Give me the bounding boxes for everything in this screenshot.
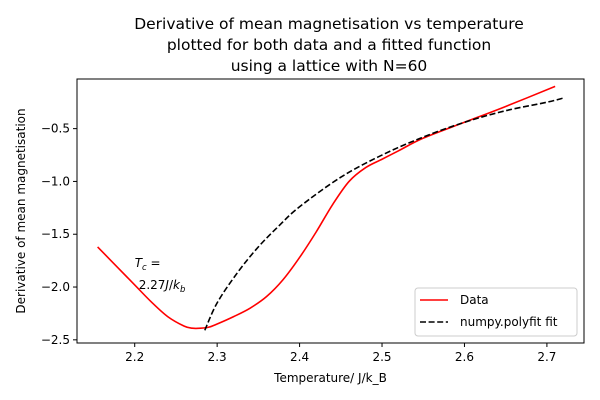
y-tick-label: −1.5 [41,227,70,241]
legend-data-label: Data [460,293,489,307]
x-axis-ticks: 2.2 2.3 2.4 2.5 2.6 2.7 [125,343,556,364]
tc-annotation: Tc = 2.27J/kb [135,256,186,295]
tc-annotation-line-1: Tc = [135,256,161,273]
y-tick-label: −0.5 [41,122,70,136]
legend-fit-label: numpy.polyfit fit [460,315,558,329]
tc-annotation-line-2: 2.27J/kb [139,278,186,295]
plot-area [97,85,564,331]
polyfit-series-line [204,97,564,331]
x-tick-label: 2.4 [290,350,309,364]
y-axis-label: Derivative of mean magnetisation [14,108,28,313]
y-tick-label: −2.5 [41,333,70,347]
legend: Data numpy.polyfit fit [414,287,578,337]
x-axis-label: Temperature/ J/k_B [273,371,387,385]
y-tick-label: −2.0 [41,280,70,294]
x-tick-label: 2.7 [537,350,556,364]
x-tick-label: 2.3 [208,350,227,364]
x-tick-label: 2.6 [455,350,474,364]
chart-title-line-1: Derivative of mean magnetisation vs temp… [134,15,524,33]
y-tick-label: −1.0 [41,174,70,188]
data-series-line [97,85,556,330]
y-axis-ticks: −2.5 −2.0 −1.5 −1.0 −0.5 [41,122,77,347]
legend-box [414,287,578,337]
x-tick-label: 2.2 [125,350,144,364]
chart-title-line-2: plotted for both data and a fitted funct… [167,36,491,54]
chart-title-line-3: using a lattice with N=60 [231,57,428,75]
x-tick-label: 2.5 [372,350,391,364]
axes-frame [76,78,585,344]
